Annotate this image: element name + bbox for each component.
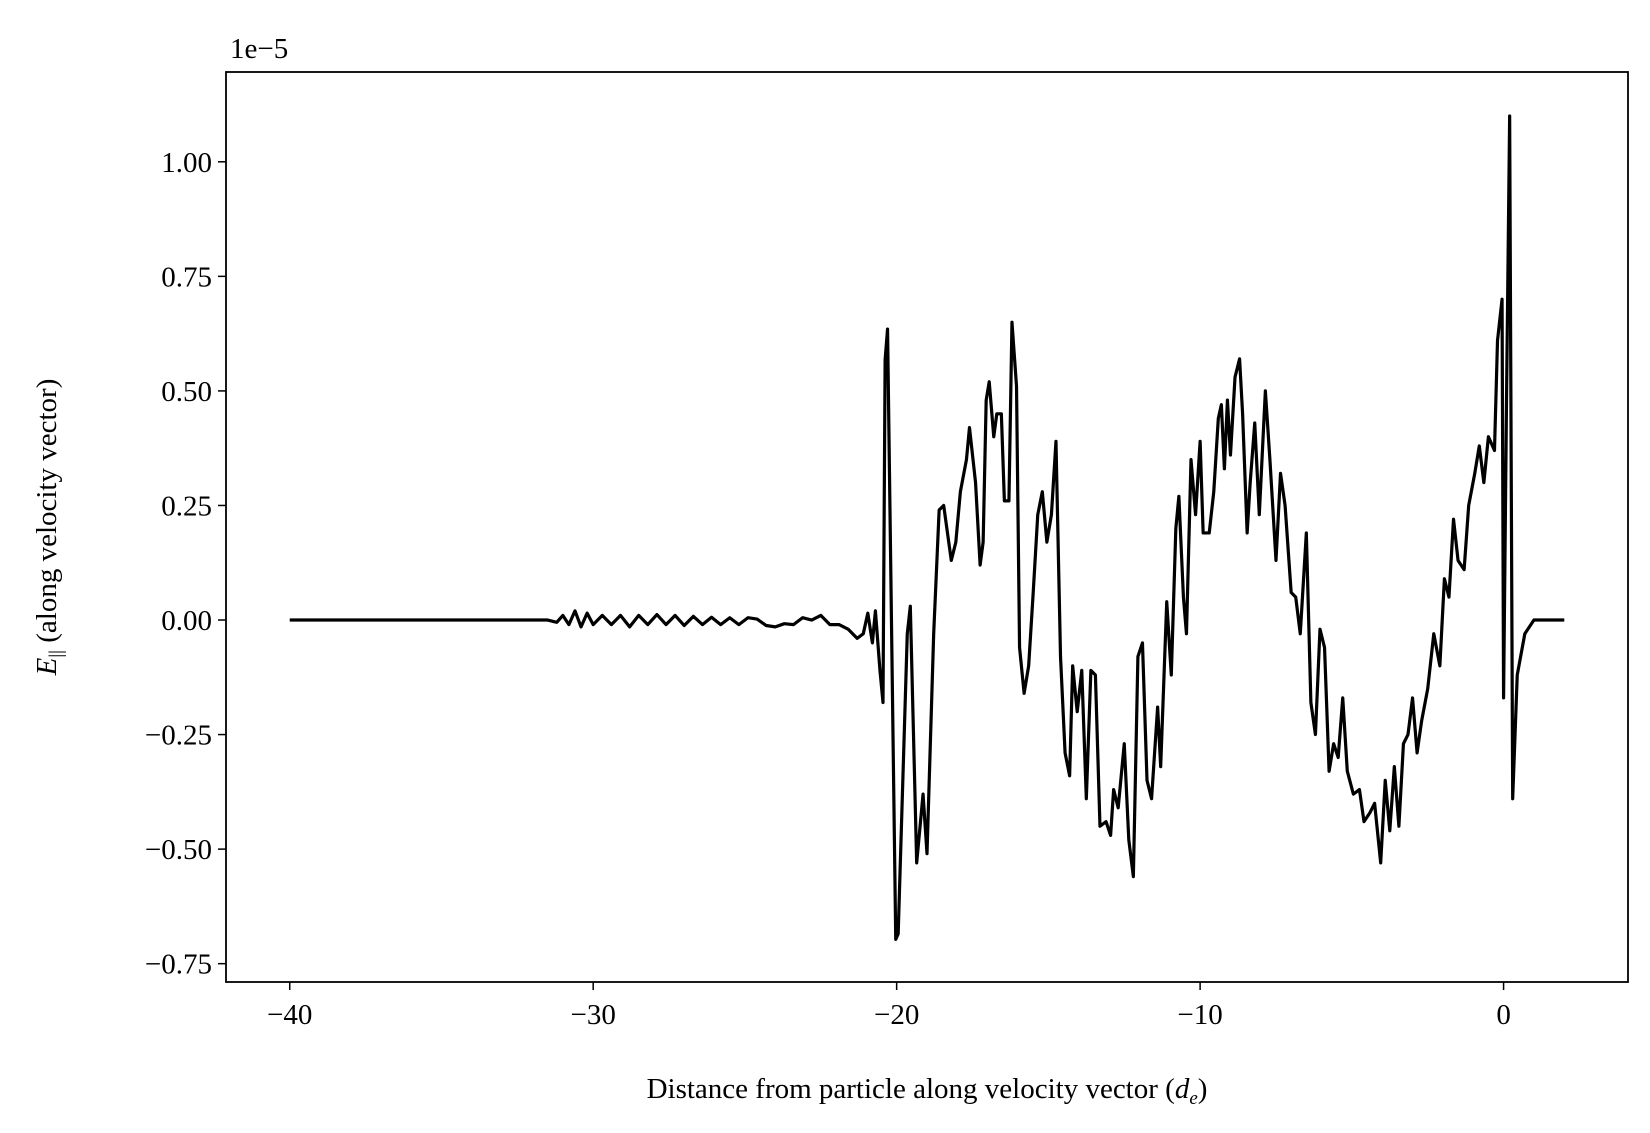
x-tick-label: −10	[1177, 999, 1222, 1031]
x-tick-label: −40	[267, 999, 312, 1031]
y-tick-label: 0.25	[161, 490, 212, 522]
y-tick-label: 0.75	[161, 261, 212, 293]
y-tick-label: −0.25	[145, 720, 212, 752]
y-label-subscript: ||	[46, 650, 67, 658]
data-line	[289, 114, 1565, 941]
y-tick-label: 0.00	[161, 605, 212, 637]
x-label-symbol: d	[1175, 1073, 1190, 1105]
x-label-subscript: e	[1189, 1088, 1197, 1109]
y-tick-label: −0.75	[145, 949, 212, 981]
y-label-symbol: E	[31, 657, 63, 676]
plot-frame	[225, 71, 1629, 983]
y-axis-label: E|| (along velocity vector)	[31, 379, 67, 677]
y-label-text: (along velocity vector)	[31, 379, 63, 650]
x-label-prefix: Distance from particle along velocity ve…	[647, 1073, 1175, 1105]
y-tick-label: −0.50	[145, 834, 212, 866]
y-tick-label: 0.50	[161, 376, 212, 408]
x-tick-label: −20	[874, 999, 919, 1031]
x-label-suffix: )	[1198, 1073, 1208, 1105]
x-tick-label: 0	[1496, 999, 1511, 1031]
x-tick-label: −30	[571, 999, 616, 1031]
x-axis-label: Distance from particle along velocity ve…	[647, 1073, 1208, 1109]
y-offset-label: 1e−5	[230, 33, 288, 65]
y-tick-label: 1.00	[161, 147, 212, 179]
